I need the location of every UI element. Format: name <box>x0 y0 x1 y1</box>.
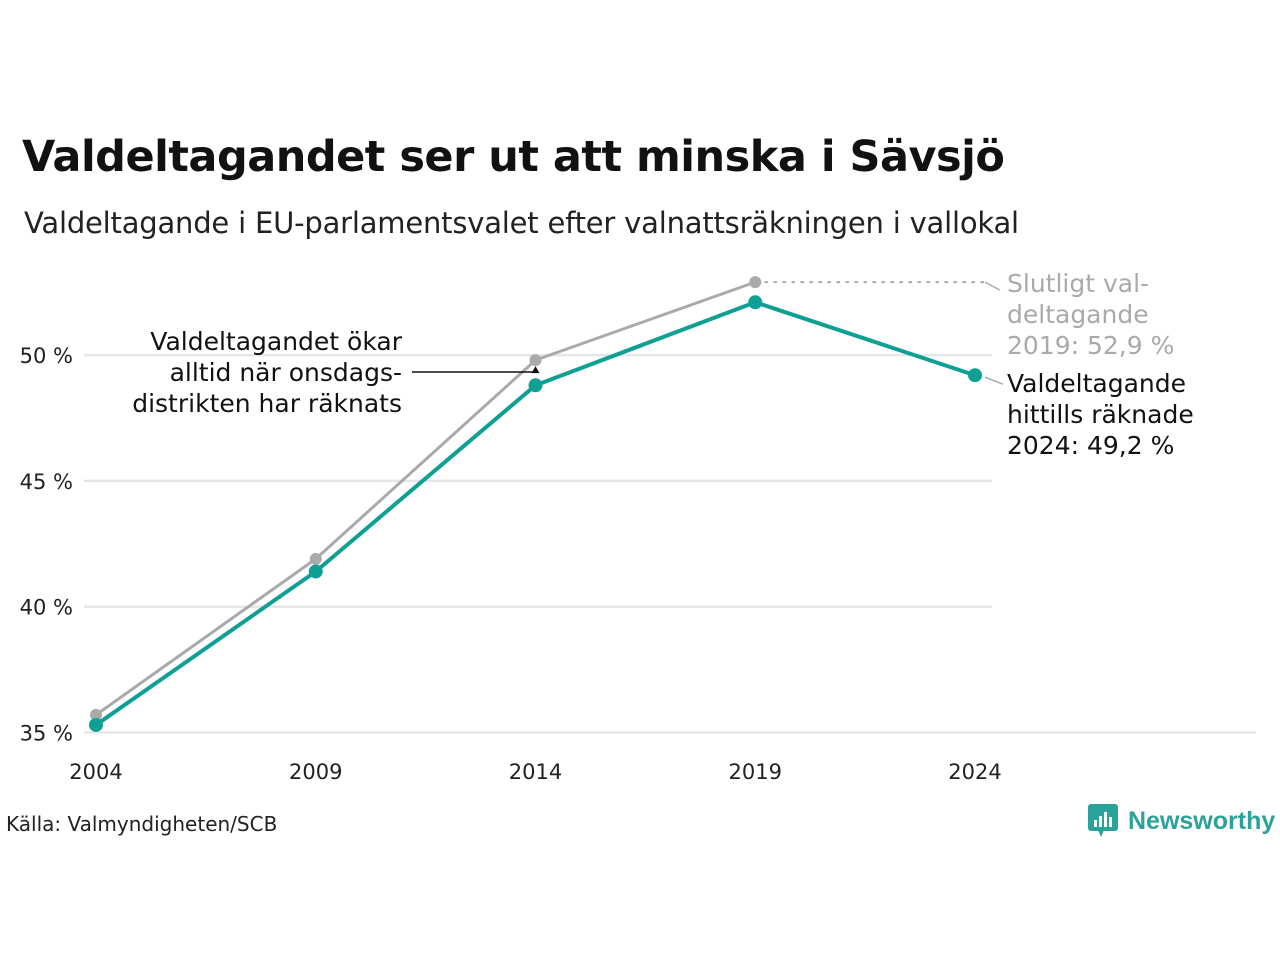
annotation-wednesday-line: Valdeltagandet ökar <box>150 327 402 356</box>
annotation-final-line: Slutligt val- <box>1007 269 1149 298</box>
y-tick-label: 45 % <box>20 470 73 494</box>
wednesday-arrow-line <box>412 368 537 373</box>
x-tick-label: 2019 <box>729 760 782 784</box>
x-axis-ticks: 2004 2009 2014 2019 2024 <box>69 760 1001 784</box>
y-tick-label: 35 % <box>20 722 73 746</box>
x-tick-label: 2004 <box>69 760 122 784</box>
data-point-counted <box>528 378 543 393</box>
y-axis-ticks: 35 % 40 % 45 % 50 % <box>20 344 73 745</box>
data-point-counted <box>748 295 763 310</box>
annotation-counted-line: Valdeltagande <box>1007 369 1186 398</box>
series-line-final <box>95 280 756 717</box>
data-point-final <box>90 708 102 721</box>
newsworthy-logo: Newsworthy <box>1088 804 1275 838</box>
data-point-counted <box>89 717 103 732</box>
newsworthy-logo-icon <box>1088 804 1118 837</box>
annotation-final-line: 2019: 52,9 % <box>1007 331 1174 360</box>
annotation-wednesday-line: distrikten har räknats <box>132 389 402 418</box>
annotation-counted-line: 2024: 49,2 % <box>1007 431 1174 460</box>
data-point-final <box>749 276 762 289</box>
annotation-wednesday-line: alltid när onsdags- <box>170 358 402 387</box>
counted-leader <box>984 376 1004 385</box>
annotation-counted-line: hittills räknade <box>1007 400 1194 429</box>
x-tick-label: 2009 <box>289 760 342 784</box>
data-point-final <box>529 354 542 367</box>
chart-subtitle: Valdeltagande i EU-parlamentsvalet efter… <box>24 206 1019 240</box>
logo-text: Newsworthy <box>1128 806 1276 835</box>
data-point-final <box>309 552 322 565</box>
x-tick-label: 2014 <box>509 760 562 784</box>
data-point-counted <box>968 368 982 383</box>
source-note: Källa: Valmyndigheten/SCB <box>6 812 278 836</box>
final-leader-tick <box>984 281 1001 291</box>
wednesday-arrow-head <box>531 366 540 374</box>
y-tick-label: 50 % <box>20 344 73 368</box>
data-point-counted <box>308 564 323 579</box>
annotation-final-line: deltagande <box>1007 300 1149 329</box>
data-points <box>89 276 982 732</box>
x-tick-label: 2024 <box>948 760 1001 784</box>
chart-title: Valdeltagandet ser ut att minska i Sävsj… <box>22 132 1005 182</box>
y-tick-label: 40 % <box>20 596 73 620</box>
